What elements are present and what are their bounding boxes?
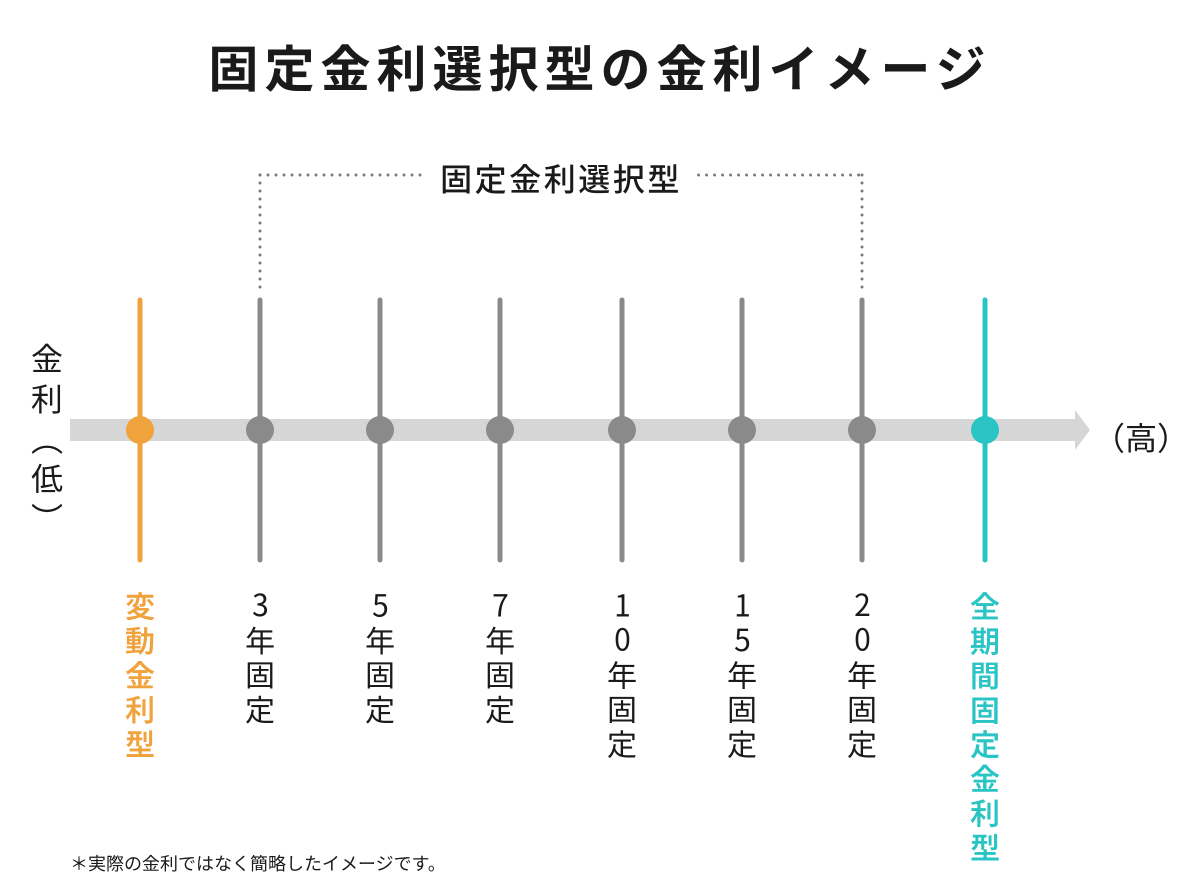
tick-label: 全期間固定金利型 [963, 590, 1007, 866]
tick-label: 7年固定 [478, 590, 522, 728]
tick-label: 3年固定 [238, 590, 282, 728]
tick-label: 10年固定 [600, 590, 644, 763]
tick-label: 15年固定 [720, 590, 764, 763]
tick-label: 5年固定 [358, 590, 402, 728]
tick-label: 20年固定 [840, 590, 884, 763]
tick-label: 変動金利型 [118, 590, 162, 763]
